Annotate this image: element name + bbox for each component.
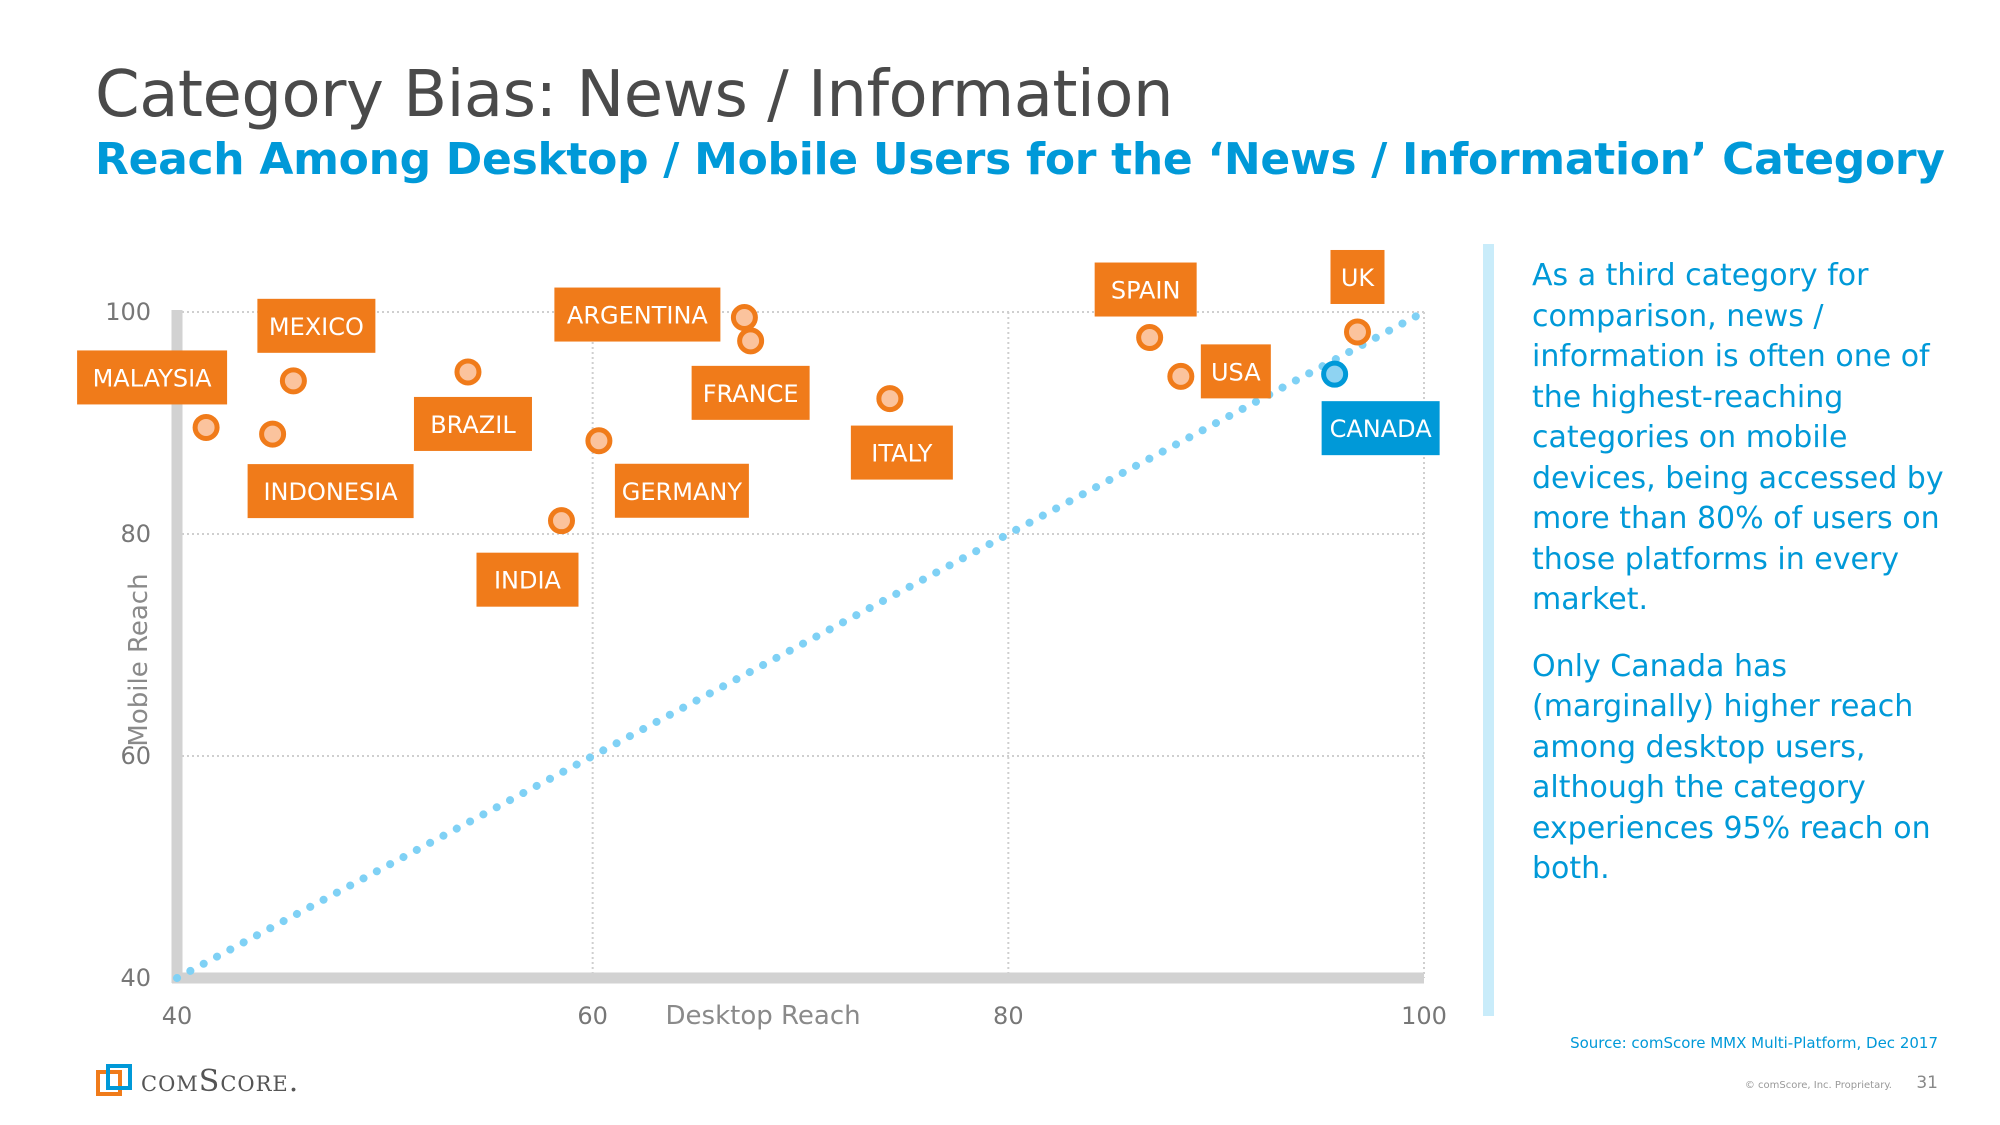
source-note: Source: comScore MMX Multi-Platform, Dec… — [1570, 1034, 1938, 1052]
comscore-logo: comScore. — [95, 1060, 299, 1102]
data-point-usa — [1167, 362, 1195, 390]
data-point-malaysia — [192, 413, 220, 441]
commentary-paragraph-1: As a third category for comparison, news… — [1532, 258, 1944, 617]
point-label-canada: CANADA — [1330, 415, 1433, 443]
copyright-note: © comScore, Inc. Proprietary. — [1744, 1080, 1892, 1091]
y-tick-label: 80 — [120, 520, 151, 548]
commentary: As a third category for comparison, news… — [1532, 256, 1952, 916]
point-label-box-malaysia — [77, 350, 228, 405]
x-axis-title: Desktop Reach — [666, 1001, 861, 1031]
y-tick-label: 100 — [105, 298, 151, 326]
point-label-indonesia: INDONESIA — [263, 478, 398, 506]
scatter-chart: 40 60 80 100 40 60 80 100 Desktop Reach Mobile Re… — [77, 249, 1447, 1031]
data-point-indonesia — [259, 420, 287, 448]
sidebar-accent-bar — [1483, 244, 1494, 1016]
point-label-box-mexico — [257, 298, 376, 353]
point-label-spain: SPAIN — [1111, 277, 1181, 305]
point-label-brazil: BRAZIL — [430, 411, 516, 439]
x-tick-label: 60 — [577, 1002, 608, 1030]
commentary-paragraph-2: Only Canada has (marginally) higher reac… — [1532, 648, 1931, 887]
point-label-box-canada — [1321, 401, 1440, 456]
data-point-france — [737, 327, 765, 355]
y-tick-label: 60 — [120, 742, 151, 770]
point-label-box-brazil — [413, 396, 532, 451]
point-label-france: FRANCE — [703, 380, 799, 408]
point-label-box-usa — [1200, 344, 1271, 399]
point-label-box-spain — [1094, 262, 1197, 317]
point-label-mexico: MEXICO — [269, 313, 364, 341]
point-label-uk: UK — [1341, 264, 1376, 292]
point-label-italy: ITALY — [871, 440, 932, 468]
point-label-argentina: ARGENTINA — [567, 302, 709, 330]
point-label-malaysia: MALAYSIA — [93, 364, 213, 392]
data-point-germany — [585, 427, 613, 455]
x-tick-label: 80 — [993, 1002, 1024, 1030]
data-point-brazil — [454, 358, 482, 386]
data-point-mexico — [279, 367, 307, 395]
point-label-box-germany — [614, 463, 749, 518]
data-point-canada — [1321, 360, 1349, 388]
data-point-argentina — [730, 304, 758, 332]
page-number: 31 — [1916, 1073, 1938, 1093]
point-label-box-italy — [850, 425, 953, 480]
data-point-spain — [1136, 324, 1164, 352]
y-axis-title: Mobile Reach — [124, 573, 154, 746]
data-point-italy — [876, 385, 904, 413]
point-label-usa: USA — [1211, 358, 1261, 386]
point-label-india: INDIA — [494, 567, 562, 595]
point-label-box-indonesia — [247, 464, 414, 519]
point-label-box-uk — [1330, 249, 1385, 304]
point-label-germany: GERMANY — [622, 478, 743, 506]
slide-title: Category Bias: News / Information — [95, 58, 1174, 132]
slide-subtitle: Reach Among Desktop / Mobile Users for t… — [95, 134, 1945, 185]
x-tick-label: 40 — [162, 1002, 193, 1030]
y-tick-label: 40 — [120, 964, 151, 992]
parity-reference-line — [173, 308, 1428, 982]
point-label-box-france — [691, 365, 810, 420]
data-point-india — [547, 507, 575, 535]
point-label-box-india — [476, 552, 579, 607]
x-tick-label: 100 — [1401, 1002, 1447, 1030]
point-label-box-argentina — [554, 287, 721, 342]
comscore-logo-icon — [96, 1064, 132, 1096]
data-point-uk — [1343, 318, 1371, 346]
logo-wordmark: comScore. — [141, 1063, 300, 1099]
